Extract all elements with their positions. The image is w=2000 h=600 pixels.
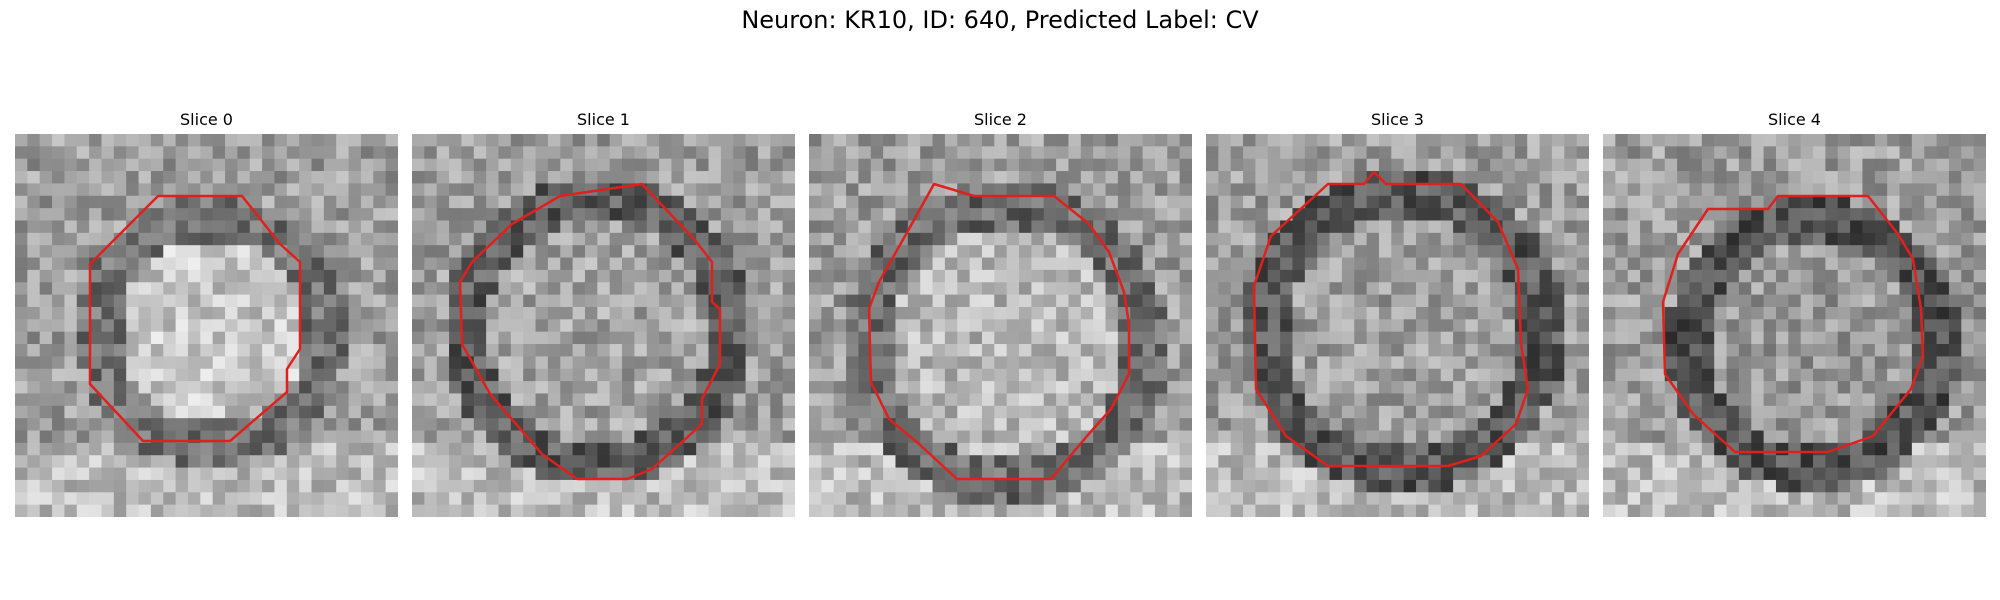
slice-image-2 (809, 134, 1192, 517)
cell-contour (458, 182, 722, 481)
cell-contour (1661, 194, 1925, 454)
slice-title: Slice 3 (1371, 110, 1424, 129)
slice-title: Slice 1 (577, 110, 630, 129)
grayscale-pixel-grid (412, 134, 795, 517)
grayscale-pixel-grid (809, 134, 1192, 517)
slice-title: Slice 4 (1768, 110, 1821, 129)
grayscale-pixel-grid (1206, 134, 1589, 517)
grayscale-pixel-grid (1603, 134, 1986, 517)
slice-image-1 (412, 134, 795, 517)
slice-image-3 (1206, 134, 1589, 517)
slice-image-4 (1603, 134, 1986, 517)
grayscale-pixel-grid (15, 134, 398, 517)
cell-contour (88, 194, 302, 443)
cell-contour (1252, 170, 1530, 468)
slice-title: Slice 0 (180, 110, 233, 129)
slice-title: Slice 2 (974, 110, 1027, 129)
slice-image-0 (15, 134, 398, 517)
cell-contour (867, 182, 1131, 481)
figure-title: Neuron: KR10, ID: 640, Predicted Label: … (741, 6, 1259, 34)
